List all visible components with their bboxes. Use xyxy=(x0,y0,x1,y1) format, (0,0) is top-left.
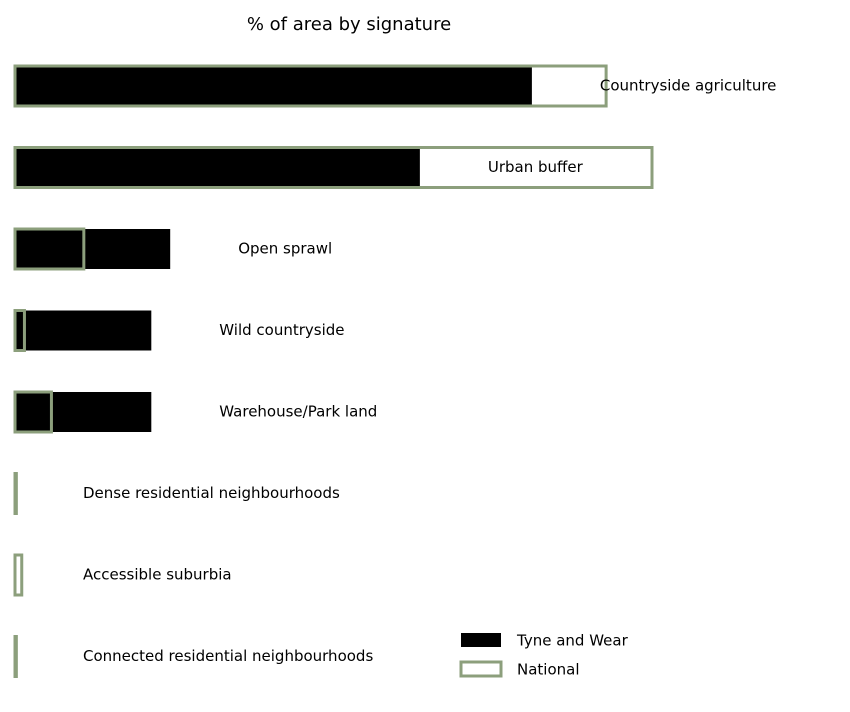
bar-outline xyxy=(13,64,608,108)
category-label: Warehouse/Park land xyxy=(219,403,377,421)
category-label: Open sprawl xyxy=(238,240,332,258)
bar xyxy=(15,310,152,351)
legend-label: National xyxy=(517,661,580,679)
category-label: Urban buffer xyxy=(488,158,584,176)
category-label: Accessible suburbia xyxy=(83,566,232,584)
category-label: Countryside agriculture xyxy=(600,77,777,95)
bar-outline xyxy=(13,553,24,597)
bar-outline xyxy=(13,635,18,678)
bar-outline xyxy=(13,227,86,271)
category-label: Connected residential neighbourhoods xyxy=(83,647,373,665)
bar-outline xyxy=(13,146,654,189)
legend-swatch xyxy=(459,660,503,678)
category-label: Dense residential neighbourhoods xyxy=(83,484,340,502)
bar xyxy=(15,229,171,269)
legend-swatch xyxy=(461,633,501,647)
bar-outline xyxy=(13,309,26,352)
category-label: Wild countryside xyxy=(219,321,344,339)
legend-label: Tyne and Wear xyxy=(516,632,629,650)
bar-outline xyxy=(13,472,18,515)
bar xyxy=(15,392,152,432)
chart-title: % of area by signature xyxy=(247,14,451,35)
bar-outline xyxy=(13,390,53,434)
bar xyxy=(15,66,532,106)
bar xyxy=(15,147,420,188)
